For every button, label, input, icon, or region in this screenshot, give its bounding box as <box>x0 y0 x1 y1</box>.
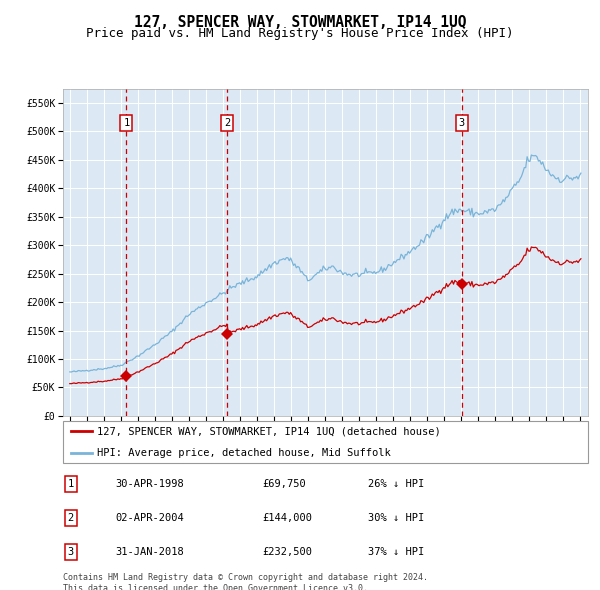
Text: 31-JAN-2018: 31-JAN-2018 <box>115 547 184 557</box>
Text: 30% ↓ HPI: 30% ↓ HPI <box>367 513 424 523</box>
Text: 2: 2 <box>68 513 74 523</box>
Text: 1: 1 <box>123 118 130 128</box>
Text: 02-APR-2004: 02-APR-2004 <box>115 513 184 523</box>
Text: 3: 3 <box>68 547 74 557</box>
Text: £144,000: £144,000 <box>263 513 313 523</box>
FancyBboxPatch shape <box>63 421 588 463</box>
Text: 127, SPENCER WAY, STOWMARKET, IP14 1UQ (detached house): 127, SPENCER WAY, STOWMARKET, IP14 1UQ (… <box>97 427 441 436</box>
Text: 1: 1 <box>68 478 74 489</box>
Text: Contains HM Land Registry data © Crown copyright and database right 2024.
This d: Contains HM Land Registry data © Crown c… <box>63 573 428 590</box>
Text: 127, SPENCER WAY, STOWMARKET, IP14 1UQ: 127, SPENCER WAY, STOWMARKET, IP14 1UQ <box>134 15 466 30</box>
Text: 26% ↓ HPI: 26% ↓ HPI <box>367 478 424 489</box>
Text: HPI: Average price, detached house, Mid Suffolk: HPI: Average price, detached house, Mid … <box>97 448 391 457</box>
Text: Price paid vs. HM Land Registry's House Price Index (HPI): Price paid vs. HM Land Registry's House … <box>86 27 514 40</box>
Text: 2: 2 <box>224 118 230 128</box>
Text: 3: 3 <box>459 118 465 128</box>
Text: £69,750: £69,750 <box>263 478 306 489</box>
Text: 30-APR-1998: 30-APR-1998 <box>115 478 184 489</box>
Text: £232,500: £232,500 <box>263 547 313 557</box>
Text: 37% ↓ HPI: 37% ↓ HPI <box>367 547 424 557</box>
